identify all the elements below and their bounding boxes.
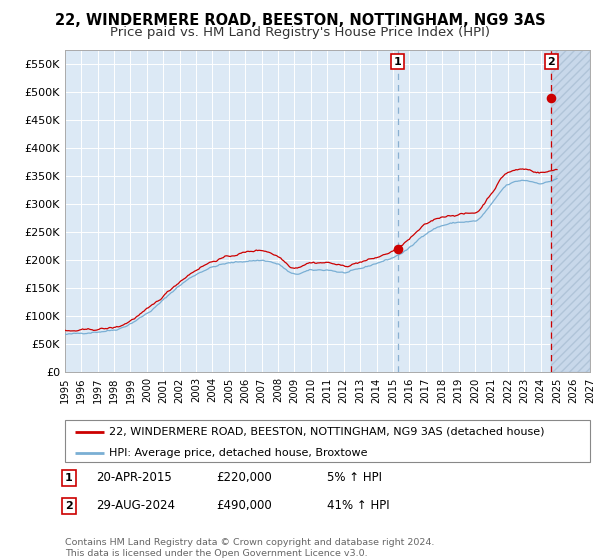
Text: Price paid vs. HM Land Registry's House Price Index (HPI): Price paid vs. HM Land Registry's House …: [110, 26, 490, 39]
Point: [547, 94, 556, 102]
Text: 2: 2: [547, 57, 555, 67]
Bar: [551, 50, 590, 372]
Text: 5% ↑ HPI: 5% ↑ HPI: [327, 471, 382, 484]
Text: Contains HM Land Registry data © Crown copyright and database right 2024.
This d: Contains HM Land Registry data © Crown c…: [65, 538, 434, 558]
Text: HPI: Average price, detached house, Broxtowe: HPI: Average price, detached house, Brox…: [109, 448, 368, 458]
Text: £220,000: £220,000: [216, 471, 272, 484]
Text: 29-AUG-2024: 29-AUG-2024: [96, 499, 175, 512]
Point: [393, 245, 403, 254]
Text: 1: 1: [65, 473, 73, 483]
Bar: [551, 50, 590, 372]
Text: £490,000: £490,000: [216, 499, 272, 512]
Text: 20-APR-2015: 20-APR-2015: [96, 471, 172, 484]
Text: 41% ↑ HPI: 41% ↑ HPI: [327, 499, 389, 512]
Text: 22, WINDERMERE ROAD, BEESTON, NOTTINGHAM, NG9 3AS (detached house): 22, WINDERMERE ROAD, BEESTON, NOTTINGHAM…: [109, 427, 545, 437]
Text: 22, WINDERMERE ROAD, BEESTON, NOTTINGHAM, NG9 3AS: 22, WINDERMERE ROAD, BEESTON, NOTTINGHAM…: [55, 13, 545, 29]
Text: 1: 1: [394, 57, 401, 67]
Text: 2: 2: [65, 501, 73, 511]
